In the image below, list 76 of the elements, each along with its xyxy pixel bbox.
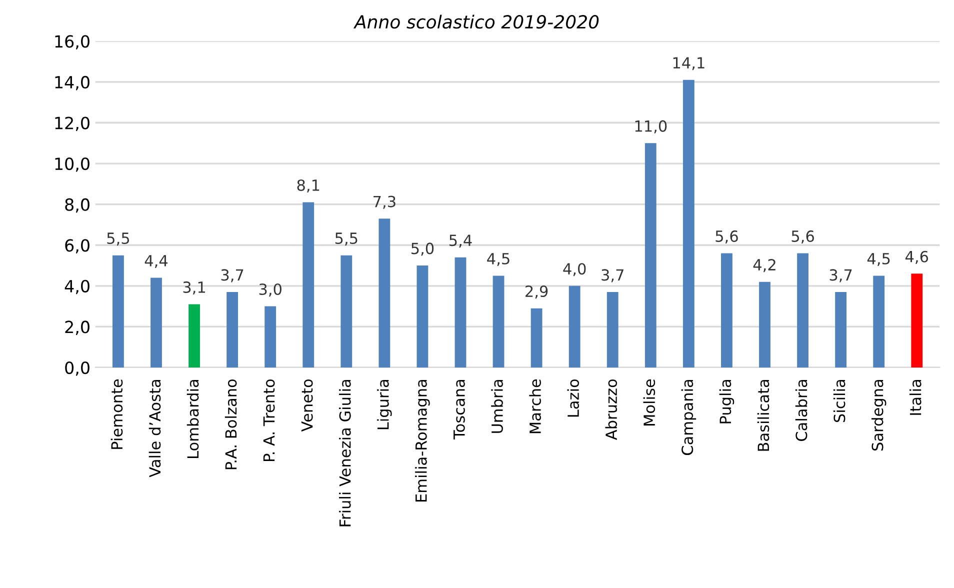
y-tick-label: 16,0 — [55, 35, 90, 50]
x-tick-label: Calabria — [795, 380, 808, 441]
x-tick-label: Abruzzo — [605, 379, 618, 440]
data-label: 4,2 — [753, 258, 776, 272]
data-label: 5,0 — [412, 242, 434, 256]
data-label: 4,5 — [867, 253, 890, 266]
bar — [682, 80, 694, 368]
data-label: 2,9 — [526, 286, 548, 299]
y-tick-label: 10,0 — [55, 158, 90, 172]
x-tick-label: Basilicata — [757, 380, 770, 451]
chart-title: Anno scolastico 2019-2020 — [353, 14, 599, 29]
x-tick-label: Sicilia — [833, 380, 846, 422]
x-tick-label: Valle d’Aosta — [148, 380, 161, 478]
y-tick-label: 0,0 — [65, 361, 90, 376]
bar — [226, 292, 238, 368]
x-tick-label: Emilia-Romagna — [415, 380, 430, 502]
bar — [721, 253, 732, 368]
y-tick-label: 6,0 — [65, 239, 90, 254]
bar — [530, 308, 542, 368]
bar — [264, 306, 276, 368]
x-tick-label: Veneto — [301, 379, 313, 432]
data-label: 4,6 — [905, 250, 928, 264]
data-label: 3,1 — [183, 281, 206, 295]
x-tick-label: Umbria — [491, 380, 503, 433]
bar — [150, 278, 162, 368]
bar — [835, 292, 847, 368]
x-tick-label: P. A. Trento — [263, 379, 275, 461]
data-label: 4,0 — [563, 263, 586, 276]
data-label: 14,1 — [673, 57, 704, 70]
x-tick-label: Molise — [643, 379, 656, 426]
data-label: 3,0 — [259, 283, 282, 297]
bar — [797, 253, 808, 368]
data-label: 5,5 — [335, 232, 358, 246]
x-tick-label: Puglia — [719, 380, 734, 424]
data-label: 5,4 — [450, 234, 472, 248]
bar — [873, 276, 885, 368]
x-tick-label: Piemonte — [110, 379, 123, 449]
bar — [340, 255, 352, 368]
data-label: 5,6 — [716, 230, 738, 244]
data-label: 7,3 — [374, 196, 396, 209]
data-label: 5,6 — [792, 230, 814, 244]
x-tick-label: Marche — [529, 379, 541, 434]
y-tick-label: 12,0 — [55, 116, 90, 132]
y-tick-label: 4,0 — [64, 280, 90, 294]
data-label: 3,7 — [602, 269, 624, 282]
y-tick-label: 14,0 — [55, 76, 90, 90]
x-tick-label: Lombardia — [186, 380, 199, 458]
bar — [378, 218, 390, 368]
bar — [454, 257, 466, 368]
bar — [188, 304, 200, 368]
bar — [492, 276, 504, 368]
y-tick-label: 2,0 — [65, 320, 90, 335]
data-label: 11,0 — [635, 120, 667, 134]
data-label: 4,4 — [144, 255, 168, 268]
x-tick-label: Liguria — [377, 380, 392, 430]
bar — [644, 143, 656, 368]
bar — [302, 202, 314, 368]
data-label: 3,7 — [221, 269, 244, 282]
x-tick-label: Friuli Venezia Giulia — [339, 380, 351, 526]
bar — [568, 286, 580, 368]
data-label: 5,5 — [107, 232, 130, 246]
bar — [112, 255, 124, 368]
bar — [759, 282, 770, 368]
y-tick-label: 8,0 — [65, 198, 90, 213]
bar — [911, 274, 923, 368]
x-tick-label: Campania — [681, 380, 696, 456]
bar — [606, 292, 618, 368]
x-tick-label: P.A. Bolzano — [224, 379, 237, 470]
data-label: 3,7 — [830, 269, 852, 282]
x-tick-label: Italia — [909, 380, 922, 415]
x-tick-label: Toscana — [454, 380, 465, 440]
bar — [416, 266, 428, 368]
x-tick-label: Sardegna — [871, 380, 886, 451]
data-label: 8,1 — [297, 179, 320, 193]
x-tick-label: Lazio — [567, 379, 580, 417]
data-label: 4,5 — [487, 253, 510, 266]
